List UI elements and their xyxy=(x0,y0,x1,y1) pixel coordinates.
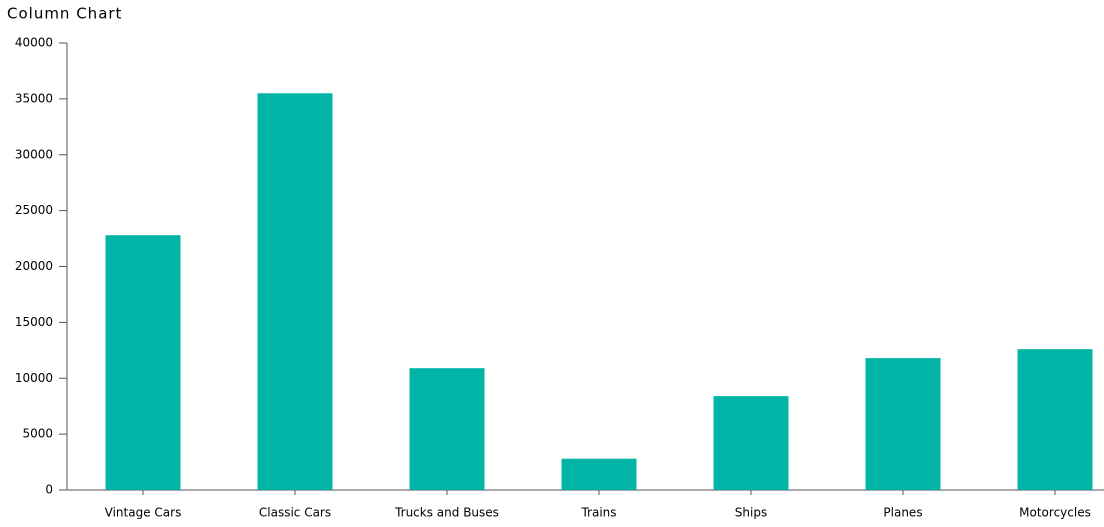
y-tick-label: 25000 xyxy=(15,203,53,217)
x-tick-label: Vintage Cars xyxy=(105,506,182,520)
y-tick-label: 0 xyxy=(45,483,53,497)
x-tick-label: Motorcycles xyxy=(1019,506,1091,520)
y-tick-label: 10000 xyxy=(15,371,53,385)
bar xyxy=(865,358,941,490)
y-tick-label: 5000 xyxy=(22,427,53,441)
y-tick-label: 15000 xyxy=(15,315,53,329)
chart-title: Column Chart xyxy=(7,5,122,23)
y-tick-label: 35000 xyxy=(15,91,53,105)
bar xyxy=(713,396,789,490)
x-tick-label: Ships xyxy=(735,506,767,520)
y-tick-label: 30000 xyxy=(15,147,53,161)
x-tick-label: Trains xyxy=(580,506,616,520)
bar xyxy=(1017,349,1093,490)
bar xyxy=(257,93,333,490)
x-tick-label: Classic Cars xyxy=(259,506,331,520)
x-tick-label: Trucks and Buses xyxy=(394,506,499,520)
y-tick-label: 40000 xyxy=(15,36,53,50)
x-tick-label: Planes xyxy=(883,506,922,520)
bar xyxy=(105,235,181,490)
y-tick-label: 20000 xyxy=(15,259,53,273)
bar xyxy=(409,368,485,490)
bar xyxy=(561,458,637,490)
